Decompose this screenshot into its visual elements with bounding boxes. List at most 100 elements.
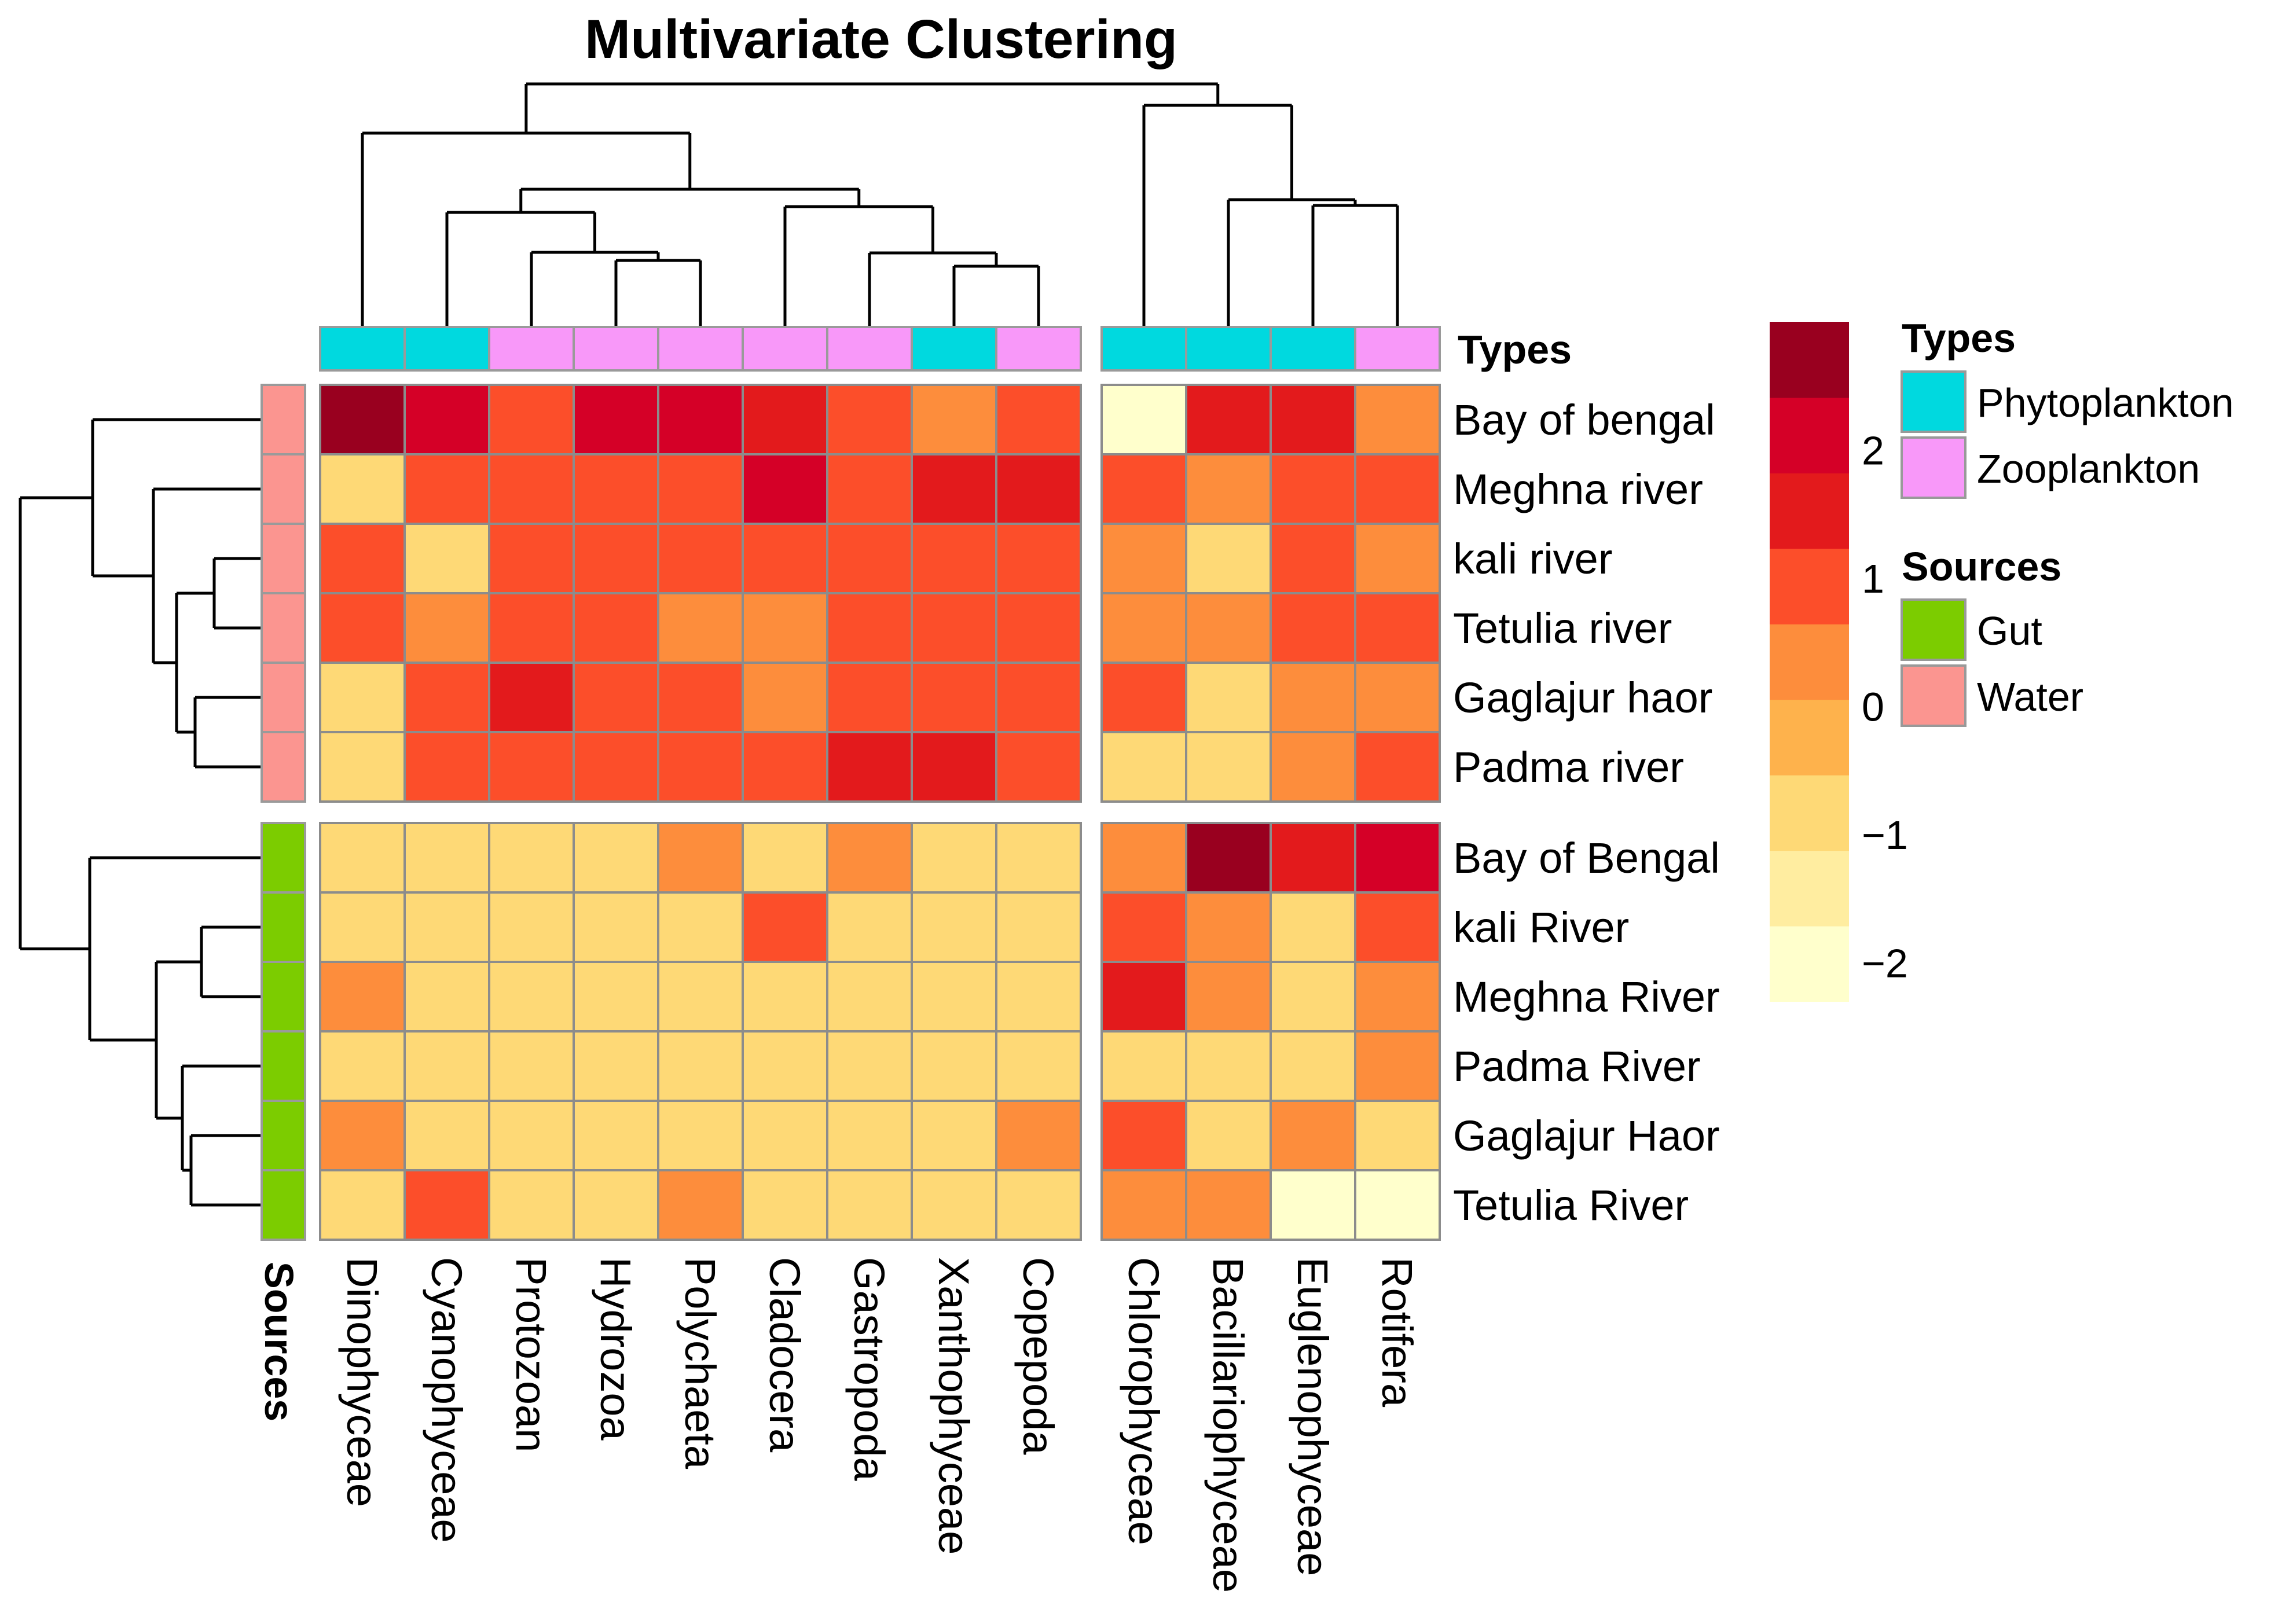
heatmap-cell-gaglajur-haor-xanthophyceae [911, 1100, 997, 1171]
heatmap-cell-bay-of-bengal-dinophyceae [319, 384, 406, 455]
col-dendrogram-link [952, 264, 1040, 327]
column-label-copepoda: Copepoda [1014, 1257, 1062, 1455]
type-annotation-rotifera [1354, 326, 1441, 372]
source-annotation-gaglajur-haor-10 [261, 1100, 306, 1171]
colorbar-swatch-4 [1770, 623, 1849, 700]
heatmap-cell-tetulia-river-protozoan [488, 1169, 575, 1241]
heatmap-cell-meghna-river-dinophyceae [319, 453, 406, 525]
heatmap-cell-bay-of-bengal-gastropoda [826, 822, 913, 894]
type-annotation-chlorophyceae [1100, 326, 1187, 372]
legend-label-zooplankton: Zooplankton [1977, 446, 2200, 491]
colorbar-swatch-2 [1770, 774, 1849, 851]
colorbar-tick-label-2: 0 [1862, 685, 1884, 730]
heatmap-cell-padma-river-cladocera [742, 731, 828, 803]
heatmap-cell-meghna-river-polychaeta [657, 453, 744, 525]
col-dendrogram-link [524, 82, 1220, 133]
heatmap-cell-gaglajur-haor-gastropoda [826, 1100, 913, 1171]
type-annotation-gastropoda [826, 326, 913, 372]
col-dendrogram-link [1142, 104, 1293, 327]
row-dendrogram-link [91, 418, 262, 578]
heatmap-cell-meghna-river-copepoda [995, 961, 1082, 1033]
heatmap-cell-padma-river-xanthophyceae [911, 731, 997, 803]
column-labels: Dinophyceae Cyanophyceae Protozoan Hydrozoa… [338, 1257, 1421, 1593]
row-label-meghna-river-8: Meghna River [1453, 973, 1720, 1021]
heatmap-cell-bay-of-bengal-polychaeta [657, 822, 744, 894]
colorbar-tick-label-0: 2 [1862, 428, 1884, 473]
sources-annotation-title: Sources [256, 1262, 302, 1421]
annotation-legend: Types Phytoplankton Zooplankton Sources … [1901, 315, 2234, 727]
heatmap-cell-gaglajur-haor-cladocera [742, 1100, 828, 1171]
column-label-cladocera: Cladocera [761, 1257, 809, 1453]
type-annotation-cyanophyceae [403, 326, 490, 372]
heatmap-cell-meghna-river-copepoda [995, 453, 1082, 525]
heatmap-cell-gaglajur-haor-copepoda [995, 662, 1082, 733]
heatmap-cell-gaglajur-haor-protozoan [488, 1100, 575, 1171]
row-label-tetulia-river-11: Tetulia River [1453, 1181, 1689, 1229]
heatmap-cell-meghna-river-chlorophyceae [1100, 961, 1187, 1033]
colorbar-swatch-1 [1770, 850, 1849, 927]
source-annotation-gaglajur-haor-4 [261, 662, 306, 733]
col-dendrogram-link [530, 251, 660, 327]
heatmap-cell-tetulia-river-polychaeta [657, 1169, 744, 1241]
heatmap-cell-padma-river-cladocera [742, 1030, 828, 1102]
heatmap-cell-padma-river-polychaeta [657, 731, 744, 803]
heatmap-cell-kali-river-protozoan [488, 891, 575, 963]
heatmap-cell-padma-river-chlorophyceae [1100, 1030, 1187, 1102]
heatmap-cells [319, 384, 1441, 1241]
heatmap-cell-kali-river-xanthophyceae [911, 891, 997, 963]
heatmap-cell-tetulia-river-gastropoda [826, 1169, 913, 1241]
legend-label-phytoplankton: Phytoplankton [1977, 380, 2234, 425]
legend-label-water: Water [1977, 674, 2083, 719]
heatmap-cell-kali-river-cyanophyceae [403, 523, 490, 594]
heatmap-cell-gaglajur-haor-hydrozoa [573, 1100, 659, 1171]
legend-label-gut: Gut [1977, 608, 2042, 653]
row-dendrogram-link [19, 496, 93, 950]
type-annotation-euglenophyceae [1270, 326, 1356, 372]
heatmap-cell-padma-river-dinophyceae [319, 1030, 406, 1102]
heatmap-cell-padma-river-polychaeta [657, 1030, 744, 1102]
heatmap-cell-gaglajur-haor-cladocera [742, 662, 828, 733]
heatmap-cell-kali-river-polychaeta [657, 523, 744, 594]
heatmap-cell-kali-river-bacillariophyceae [1185, 891, 1272, 963]
heatmap-cell-bay-of-bengal-copepoda [995, 822, 1082, 894]
types-legend-title: Types [1902, 315, 2016, 361]
color-scale-legend: 2 1 0 −1 −2 [1770, 322, 1908, 1002]
row-label-gaglajur-haor-4: Gaglajur haor [1453, 674, 1712, 722]
heatmap-cell-kali-river-dinophyceae [319, 891, 406, 963]
heatmap-cell-meghna-river-bacillariophyceae [1185, 961, 1272, 1033]
heatmap-cell-gaglajur-haor-dinophyceae [319, 1100, 406, 1171]
heatmap-cell-gaglajur-haor-cyanophyceae [403, 1100, 490, 1171]
type-annotation-cladocera [742, 326, 828, 372]
heatmap-cell-bay-of-bengal-cyanophyceae [403, 822, 490, 894]
column-label-gastropoda: Gastropoda [845, 1257, 893, 1482]
heatmap-cell-tetulia-river-euglenophyceae [1270, 1169, 1356, 1241]
legend-swatch-zooplankton [1901, 436, 1967, 499]
heatmap-cell-padma-river-hydrozoa [573, 1030, 659, 1102]
heatmap-cell-meghna-river-protozoan [488, 453, 575, 525]
heatmap-cell-tetulia-river-chlorophyceae [1100, 592, 1187, 664]
heatmap-cell-meghna-river-chlorophyceae [1100, 453, 1187, 525]
heatmap-cell-gaglajur-haor-dinophyceae [319, 662, 406, 733]
heatmap-cell-padma-river-xanthophyceae [911, 1030, 997, 1102]
heatmap-cell-tetulia-river-hydrozoa [573, 592, 659, 664]
heatmap-cell-gaglajur-haor-cyanophyceae [403, 662, 490, 733]
source-annotation-tetulia-river-11 [261, 1169, 306, 1241]
heatmap-cell-tetulia-river-cyanophyceae [403, 1169, 490, 1241]
source-annotation-padma-river-9 [261, 1030, 306, 1102]
heatmap-cell-tetulia-river-protozoan [488, 592, 575, 664]
dendrograms [19, 82, 1399, 1207]
type-annotation-bacillariophyceae [1185, 326, 1272, 372]
type-annotation-copepoda [995, 326, 1082, 372]
heatmap-cell-kali-river-bacillariophyceae [1185, 523, 1272, 594]
heatmap-cell-kali-river-copepoda [995, 523, 1082, 594]
heatmap-cell-gaglajur-haor-bacillariophyceae [1185, 662, 1272, 733]
heatmap-cell-gaglajur-haor-hydrozoa [573, 662, 659, 733]
heatmap-cell-bay-of-bengal-euglenophyceae [1270, 384, 1356, 455]
column-label-hydrozoa: Hydrozoa [592, 1257, 640, 1441]
row-label-kali-river-7: kali River [1453, 903, 1629, 951]
colorbar-swatch-6 [1770, 472, 1849, 549]
heatmap-cell-bay-of-bengal-polychaeta [657, 384, 744, 455]
legend-swatch-gut [1901, 598, 1967, 661]
heatmap-cell-gaglajur-haor-chlorophyceae [1100, 1100, 1187, 1171]
